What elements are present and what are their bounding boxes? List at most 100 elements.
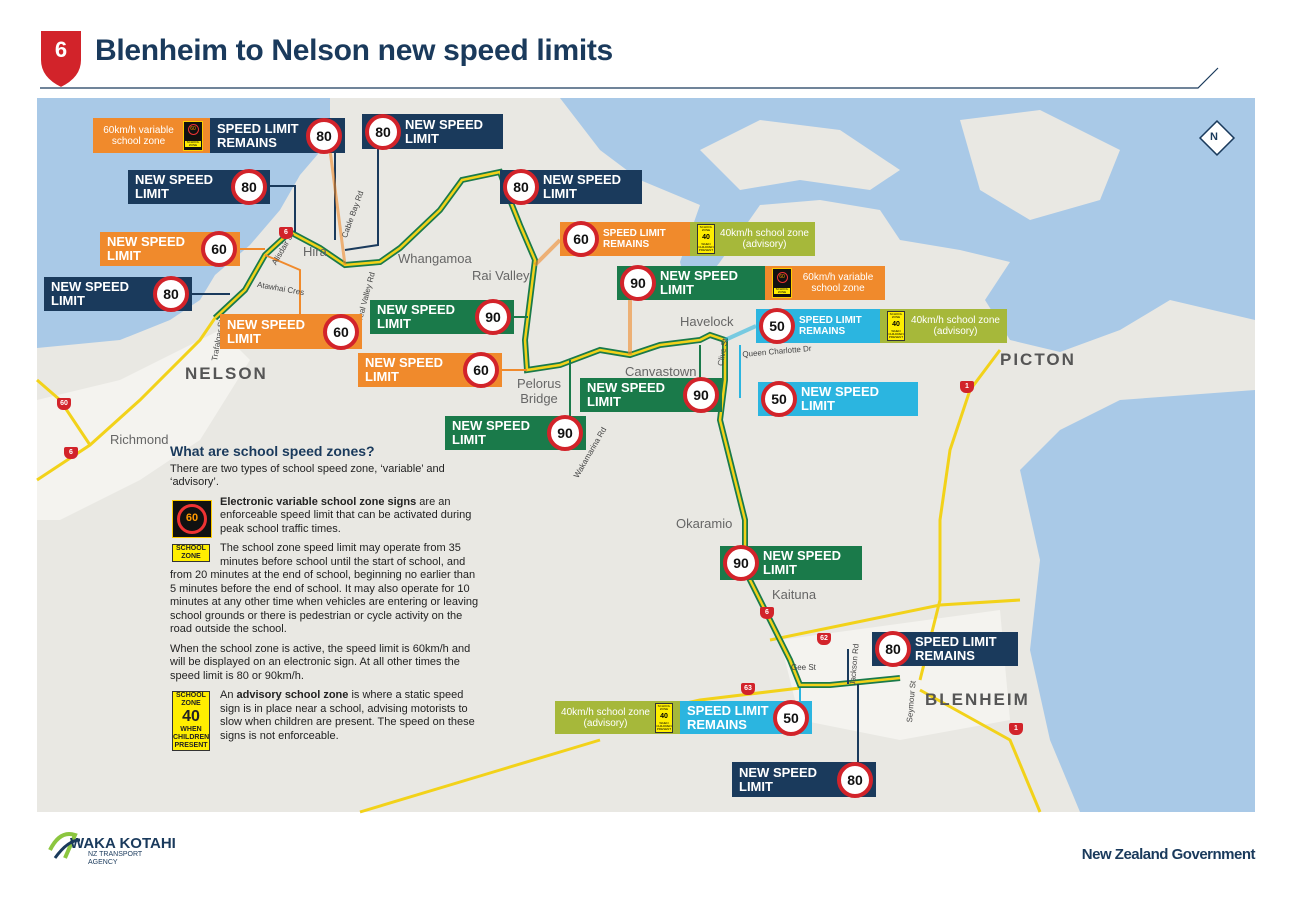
callout-label: NEW SPEED LIMIT (365, 355, 444, 384)
advisory-sign-icon: SCHOOL ZONE 40 WHEN CHILDREN PRESENT (697, 224, 715, 254)
speed-sign: 80 (875, 631, 911, 667)
info-advisory-lead: An (220, 689, 237, 701)
callout-note: 60 SCHOOL ZONE 60km/h variable school zone (765, 266, 885, 300)
advisory-sign-top: SCHOOL ZONE (176, 692, 206, 707)
speed-callout: NEW SPEED LIMIT 60 (100, 231, 240, 267)
callout-note-text: 60km/h variable school zone (802, 272, 874, 294)
leader (270, 185, 296, 232)
variable-sign-icon: 60 SCHOOL ZONE (183, 120, 203, 151)
highway (918, 349, 1002, 681)
highway-shield: 6 (279, 227, 293, 239)
place-label: Hira (303, 244, 327, 259)
variable-sign-icon-speed: 60 (187, 124, 199, 136)
agency-name: WAKA KOTAHI (70, 835, 176, 852)
leader (344, 149, 379, 251)
advisory-sign-icon-bottom: WHEN CHILDREN PRESENT (656, 720, 672, 731)
callout-label: SPEED LIMIT REMAINS (915, 634, 997, 663)
speed-callout: 50 SPEED LIMIT REMAINS (756, 308, 880, 344)
speed-callout: 60 SPEED LIMIT REMAINS (560, 221, 690, 257)
info-variable-text: are an enforceable speed limit that can … (220, 495, 472, 535)
speed-callout: SPEED LIMIT REMAINS 80 (210, 117, 345, 154)
leader (328, 149, 347, 266)
compass-label: N (1210, 131, 1218, 143)
highway-shield: 1 (960, 381, 974, 393)
speed-sign: 60 (201, 231, 237, 267)
speed-callout: 80 NEW SPEED LIMIT (500, 169, 642, 205)
place-label: Okaramio (676, 516, 733, 531)
callout-label: NEW SPEED LIMIT (660, 268, 739, 297)
advisory-sign-icon-top: SCHOOL ZONE (699, 225, 713, 232)
callout-note-text: 40km/h school zone (advisory) (720, 228, 809, 250)
place-label: Canvastown (625, 364, 697, 379)
speed-callout: NEW SPEED LIMIT 80 (128, 169, 270, 205)
info-variable: Electronic variable school zone signs ar… (170, 496, 482, 537)
speed-callout: 50 NEW SPEED LIMIT (758, 381, 918, 417)
place-label: PICTON (1000, 350, 1076, 369)
cloudy-bay (1020, 390, 1255, 812)
highway-shield: 6 (64, 447, 78, 459)
speed-callout: SPEED LIMIT REMAINS 50 (680, 699, 812, 736)
info-active: When the school zone is active, the spee… (170, 642, 471, 682)
callout-label: NEW SPEED LIMIT (452, 418, 531, 447)
callout-note: 60km/h variable school zone 60 SCHOOL ZONE (93, 118, 210, 153)
header-rule (40, 67, 1219, 89)
highway-shield: 6 (760, 607, 774, 619)
speed-callout: NEW SPEED LIMIT 80 (44, 276, 192, 312)
speed-sign: 90 (620, 265, 656, 301)
advisory-sign-icon-speed: 40 (892, 321, 900, 328)
speed-sign: 80 (837, 761, 873, 798)
advisory-sign-icon-bottom: WHEN CHILDREN PRESENT (698, 242, 714, 252)
speed-sign: 50 (759, 308, 795, 344)
place-label: Havelock (680, 314, 734, 329)
government-logo: New Zealand Government (1081, 846, 1256, 863)
speed-sign: 80 (153, 276, 189, 312)
speed-sign: 50 (773, 699, 809, 736)
info-timing: The school zone speed limit may operate … (170, 542, 479, 635)
callout-label: SPEED LIMIT REMAINS (217, 120, 299, 150)
highway (919, 688, 1042, 813)
speed-sign: 60 (323, 313, 359, 350)
place-label: NELSON (185, 364, 268, 383)
speed-sign: 60 (563, 221, 599, 257)
speed-callout: NEW SPEED LIMIT 90 (580, 377, 722, 413)
compass (1198, 119, 1236, 157)
speed-sign: 80 (231, 169, 267, 205)
highway-shield: 63 (741, 683, 755, 695)
agency-sub: NZ TRANSPORT AGENCY (88, 851, 143, 866)
advisory-sign-icon-top: SCHOOL ZONE (657, 703, 671, 711)
sounds-island (960, 110, 1120, 220)
advisory-sign-icon-bottom: WHEN CHILDREN PRESENT (888, 329, 904, 339)
leader (533, 238, 562, 267)
variable-sign-icon-zone: SCHOOL ZONE (774, 287, 790, 295)
highway-shield: 60 (57, 398, 71, 410)
speed-callout: NEW SPEED LIMIT 80 (732, 761, 876, 798)
advisory-sign-icon-speed: 40 (660, 712, 668, 720)
variable-sign-zone: SCHOOL ZONE (172, 543, 210, 562)
street-label: Gee St (791, 663, 816, 672)
variable-sign-icon-speed: 60 (776, 271, 788, 283)
info-heading: What are school speed zones? (170, 443, 375, 459)
speed-sign: 80 (306, 117, 342, 154)
info-variable-bold: Electronic variable school zone signs (220, 495, 417, 508)
callout-note: SCHOOL ZONE 40 WHEN CHILDREN PRESENT 40km/h… (690, 222, 815, 256)
speed-callout: NEW SPEED LIMIT 90 (445, 415, 586, 451)
speed-callout: 90 NEW SPEED LIMIT (617, 265, 765, 301)
callout-note-text: 60km/h variable school zone (103, 124, 174, 147)
speed-sign: 80 (503, 169, 539, 205)
highway-shield: 62 (817, 633, 831, 645)
speed-callout: 80 SPEED LIMIT REMAINS (872, 631, 1018, 667)
speed-callout: NEW SPEED LIMIT 60 (220, 313, 362, 350)
leader-lines (192, 149, 859, 762)
variable-sign-icon-zone: SCHOOL ZONE (185, 139, 201, 147)
speed-sign: 90 (723, 545, 759, 581)
compass-frame (1198, 119, 1236, 157)
callout-label: SPEED LIMIT REMAINS (799, 315, 862, 337)
speed-sign: 90 (683, 377, 719, 413)
speed-sign: 50 (761, 381, 797, 417)
logo-mark (53, 838, 81, 859)
callout-label: NEW SPEED LIMIT (107, 234, 186, 263)
variable-sign: 60 SCHOOL ZONE (172, 499, 212, 562)
